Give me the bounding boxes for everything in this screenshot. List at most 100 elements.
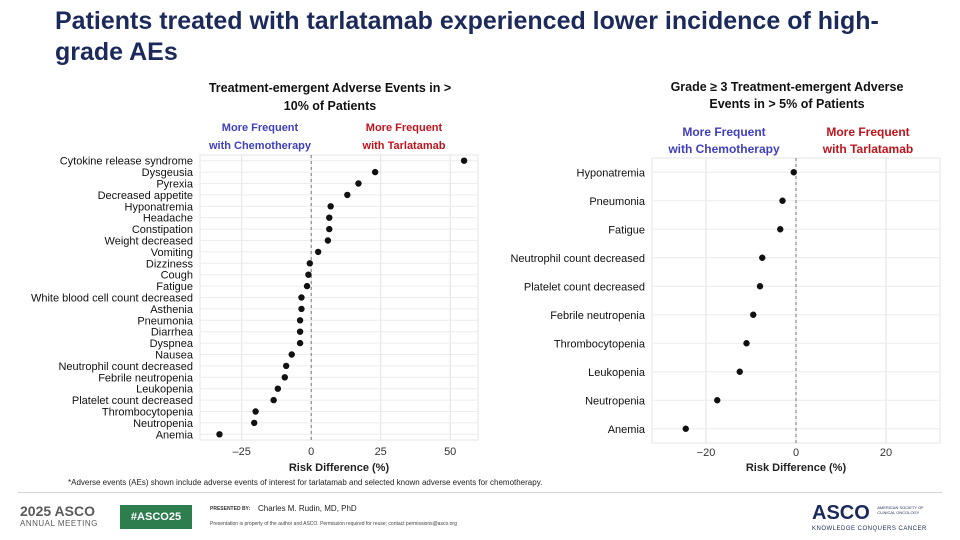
data-point: [306, 260, 314, 267]
category-label: Decreased appetite: [98, 190, 193, 202]
data-point: [303, 282, 311, 290]
category-label: Constipation: [132, 224, 193, 236]
data-point: [252, 408, 259, 415]
category-label: Asthenia: [150, 304, 194, 316]
data-point: [371, 168, 379, 176]
category-label: Weight decreased: [105, 236, 193, 248]
category-label: Thrombocytopenia: [554, 338, 646, 350]
x-axis-label: Risk Difference (%): [289, 462, 390, 474]
category-label: Diarrhea: [151, 327, 194, 339]
data-point: [251, 419, 258, 427]
data-point: [327, 203, 334, 210]
data-point: [756, 283, 764, 290]
data-point: [682, 425, 689, 432]
slide-title: Patients treated with tarlatamab experie…: [55, 7, 879, 66]
category-label: Nausea: [155, 350, 194, 362]
data-point: [296, 339, 304, 347]
category-label: Thrombocytopenia: [102, 407, 194, 419]
label-more-frequent-chemo-line2: with Chemotherapy: [667, 142, 780, 156]
asco-logo-right: ASCO AMERICAN SOCIETY OF CLINICAL ONCOLO…: [812, 502, 947, 532]
data-point: [314, 248, 322, 256]
data-point: [743, 340, 750, 347]
asco-society-name: AMERICAN SOCIETY OF CLINICAL ONCOLOGY: [877, 505, 924, 515]
data-point: [216, 431, 223, 438]
category-label: Anemia: [156, 429, 194, 441]
asco-annual-meeting: ANNUAL MEETING: [20, 519, 98, 528]
x-tick-label: –25: [233, 446, 251, 458]
chart-title-line1: Treatment-emergent Adverse Events in >: [209, 81, 451, 95]
x-tick-label: 0: [308, 446, 314, 458]
data-point: [736, 368, 743, 375]
data-point: [790, 169, 797, 176]
category-label: Vomiting: [151, 247, 193, 259]
label-more-frequent-tarla-line1: More Frequent: [366, 122, 443, 134]
category-label: Cough: [161, 270, 193, 282]
data-point: [326, 225, 333, 233]
label-more-frequent-tarla-line1: More Frequent: [826, 125, 909, 139]
category-label: White blood cell count decreased: [31, 293, 193, 305]
category-label: Dysgeusia: [142, 167, 194, 179]
chart-left-tea: Treatment-emergent Adverse Events in > 10…: [31, 81, 479, 474]
x-tick-label: 25: [375, 446, 387, 458]
category-label: Platelet count decreased: [72, 395, 193, 407]
category-label: Leukopenia: [136, 384, 194, 396]
disclaimer: Presentation is property of the author a…: [210, 521, 457, 527]
category-label: Fatigue: [608, 224, 645, 236]
data-point: [305, 271, 312, 278]
x-axis-label: Risk Difference (%): [746, 462, 847, 474]
label-more-frequent-chemo-line1: More Frequent: [682, 125, 765, 139]
data-point: [777, 226, 784, 233]
label-more-frequent-chemo-line2: with Chemotherapy: [208, 140, 312, 152]
asco-annual-meeting-logo: 2025 ASCO ANNUAL MEETING: [20, 503, 110, 528]
data-point: [274, 385, 282, 392]
hashtag-badge: #ASCO25: [120, 505, 192, 529]
footnote: *Adverse events (AEs) shown include adve…: [68, 478, 543, 487]
category-label: Hyponatremia: [577, 167, 646, 179]
category-label: Pneumonia: [137, 315, 194, 327]
label-more-frequent-chemo-line1: More Frequent: [222, 122, 299, 134]
data-point: [750, 311, 757, 318]
category-label: Pneumonia: [589, 196, 646, 208]
presented-by-label: PRESENTED BY:: [210, 506, 251, 512]
category-label: Febrile neutropenia: [550, 310, 646, 322]
x-tick-label: 50: [444, 446, 456, 458]
label-more-frequent-tarla-line2: with Tarlatamab: [362, 140, 446, 152]
data-point: [270, 396, 277, 404]
category-label: Pyrexia: [156, 179, 194, 191]
asco-wordmark: ASCO: [812, 502, 870, 524]
data-point: [282, 362, 290, 370]
data-point: [288, 351, 295, 358]
chart-title-line2: Events in > 5% of Patients: [709, 97, 864, 111]
category-label: Neutropenia: [585, 395, 646, 407]
category-label: Neutropenia: [133, 418, 194, 430]
category-label: Leukopenia: [588, 367, 646, 379]
data-point: [298, 305, 305, 313]
data-point: [326, 214, 333, 221]
chart-title-line2: 10% of Patients: [284, 99, 376, 113]
data-point: [714, 397, 721, 404]
asco-tagline: KNOWLEDGE CONQUERS CANCER: [812, 526, 927, 532]
category-label: Fatigue: [156, 281, 193, 293]
data-point: [759, 254, 766, 261]
data-point: [355, 180, 362, 187]
chart-title-line1: Grade ≥ 3 Treatment-emergent Adverse: [671, 80, 904, 94]
charts-canvas: Treatment-emergent Adverse Events in > 10…: [31, 80, 941, 474]
category-label: Platelet count decreased: [524, 281, 645, 293]
x-tick-label: 20: [880, 447, 892, 459]
label-more-frequent-tarla-line2: with Tarlatamab: [822, 142, 913, 156]
data-point: [460, 157, 468, 164]
data-point: [344, 191, 351, 199]
x-tick-label: 0: [793, 447, 799, 459]
footer-divider: [18, 492, 942, 493]
category-label: Hyponatremia: [125, 201, 194, 213]
category-label: Febrile neutropenia: [98, 372, 194, 384]
data-point: [298, 294, 305, 301]
data-point: [296, 328, 304, 335]
category-label: Anemia: [608, 424, 646, 436]
data-point: [779, 197, 786, 204]
chart-right-grade3: Grade ≥ 3 Treatment-emergent Adverse Even…: [510, 80, 941, 474]
category-label: Dizziness: [146, 258, 194, 270]
data-point: [296, 317, 304, 324]
asco-year: 2025 ASCO: [20, 503, 95, 519]
data-point: [324, 237, 332, 244]
